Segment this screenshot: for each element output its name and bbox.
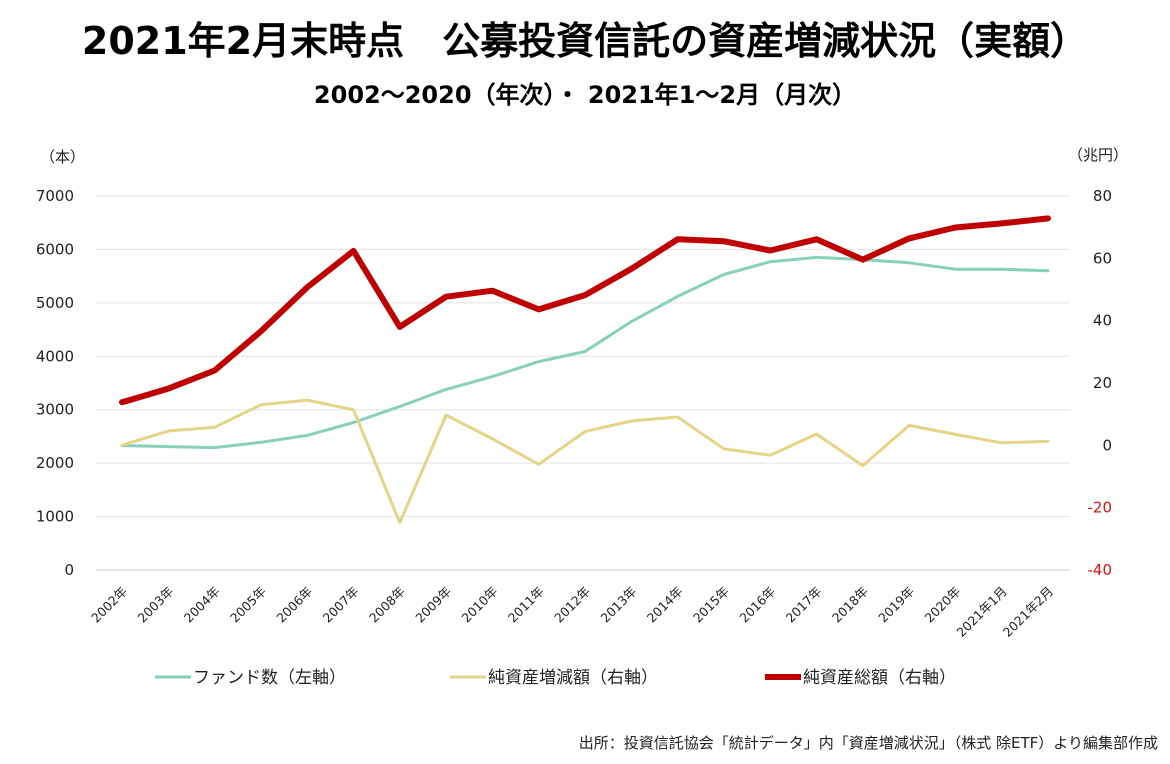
x-tick-label: 2007年 xyxy=(320,584,362,626)
right-tick-label: -20 xyxy=(1088,499,1113,517)
x-tick-label: 2006年 xyxy=(273,584,315,626)
x-tick-label: 2021年2月 xyxy=(1000,584,1056,640)
series-lines xyxy=(119,215,1051,525)
chart-title: 2021年2月末時点 公募投資信託の資産増減状況（実額） xyxy=(82,19,1088,63)
legend-label: ファンド数（左軸） xyxy=(193,668,346,688)
chart-subtitle: 2002〜2020（年次）・ 2021年1〜2月（月次） xyxy=(314,81,856,109)
x-tick-label: 2005年 xyxy=(227,584,269,626)
x-tick-label: 2008年 xyxy=(366,584,408,626)
x-axis-ticks: 2002年 2003年 2004年 2005年 2006年 2007年 2008年 2009年… xyxy=(88,584,1056,640)
left-tick-label: 3000 xyxy=(36,401,74,419)
x-tick-label: 2017年 xyxy=(783,584,825,626)
right-tick-label: 60 xyxy=(1093,249,1112,267)
left-tick-label: 1000 xyxy=(36,508,74,526)
x-tick-label: 2018年 xyxy=(829,584,871,626)
x-tick-label: 2012年 xyxy=(551,584,593,626)
legend: ファンド数（左軸） 純資産増減額（右軸） 純資産総額（右軸） xyxy=(155,668,956,688)
x-tick-label: 2016年 xyxy=(736,584,778,626)
right-tick-label: 20 xyxy=(1093,374,1112,392)
right-tick-label: -40 xyxy=(1088,561,1113,579)
x-tick-label: 2009年 xyxy=(412,584,454,626)
x-tick-label: 2010年 xyxy=(459,584,501,626)
right-tick-label: 80 xyxy=(1093,187,1112,205)
x-tick-label: 2002年 xyxy=(88,584,130,626)
x-tick-label: 2019年 xyxy=(875,584,917,626)
right-axis-ticks: -40 -20 0 20 40 60 80 xyxy=(1088,187,1113,579)
legend-label: 純資産増減額（右軸） xyxy=(488,668,658,688)
right-tick-label: 40 xyxy=(1093,312,1112,330)
left-axis-ticks: 0 1000 2000 3000 4000 5000 6000 7000 xyxy=(36,187,74,579)
left-tick-label: 7000 xyxy=(36,187,74,205)
left-tick-label: 2000 xyxy=(36,454,74,472)
left-tick-label: 6000 xyxy=(36,240,74,258)
left-axis-unit: （本） xyxy=(40,148,85,166)
x-tick-label: 2011年 xyxy=(505,584,547,626)
series-line xyxy=(120,255,1050,450)
x-tick-label: 2020年 xyxy=(922,584,964,626)
left-tick-label: 4000 xyxy=(36,347,74,365)
x-tick-label: 2015年 xyxy=(690,584,732,626)
grid-lines xyxy=(96,195,1070,571)
source-note: 出所：投資信託協会「統計データ」内「資産増減状況」（株式 除ETF）より編集部作… xyxy=(579,734,1158,752)
right-tick-label: 0 xyxy=(1102,436,1112,454)
left-tick-label: 5000 xyxy=(36,294,74,312)
x-tick-label: 2004年 xyxy=(181,584,223,626)
left-tick-label: 0 xyxy=(64,561,74,579)
series-line xyxy=(120,398,1050,525)
x-tick-label: 2003年 xyxy=(134,584,176,626)
right-axis-unit: （兆円） xyxy=(1068,146,1128,164)
series-line xyxy=(119,215,1051,406)
x-tick-label: 2013年 xyxy=(597,584,639,626)
legend-label: 純資産総額（右軸） xyxy=(803,668,956,688)
x-tick-label: 2014年 xyxy=(644,584,686,626)
